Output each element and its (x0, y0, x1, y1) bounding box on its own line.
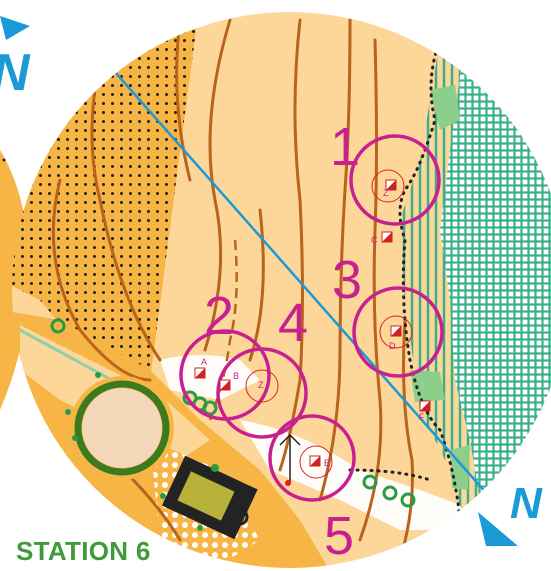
bush-markers (50, 318, 416, 508)
task-number-1: 1 (330, 117, 360, 177)
task-4-circle (216, 347, 308, 439)
control-code-d: D (389, 341, 396, 351)
circular-field-feature (70, 376, 174, 480)
control-code-e: E (324, 458, 330, 468)
task-1-circle (349, 134, 441, 226)
vegetation-dense-area (440, 40, 551, 520)
control-code-f: F (419, 412, 425, 422)
tree-dots (65, 372, 219, 531)
control-code-b: B (233, 371, 239, 381)
control-rings (245, 169, 413, 479)
task-number-4: 4 (278, 293, 308, 353)
north-arrow-top-left: N (0, 16, 31, 102)
task-number-3: 3 (332, 250, 362, 310)
task-number-2: 2 (204, 286, 234, 346)
control-code-c: C (371, 235, 378, 245)
building-structure (161, 455, 258, 540)
viewpoint-marker (279, 434, 301, 486)
north-arrow-bottom-right: N (478, 479, 543, 546)
control-flags (194, 179, 431, 467)
task-5-circle (268, 414, 356, 502)
north-label-top: N (0, 44, 31, 102)
form-line (208, 239, 238, 421)
task-3-circle (352, 286, 444, 378)
magnetic-north-line (99, 54, 511, 521)
task-number-5: 5 (324, 506, 354, 566)
control-code-z-1: Z (383, 188, 389, 198)
north-label-bottom: N (510, 479, 543, 528)
station-label: STATION 6 (16, 536, 151, 566)
vegetation-boundary (398, 38, 462, 522)
control-code-z-2: Z (258, 380, 264, 390)
task-circles (179, 134, 444, 502)
control-code-a: A (201, 357, 207, 367)
